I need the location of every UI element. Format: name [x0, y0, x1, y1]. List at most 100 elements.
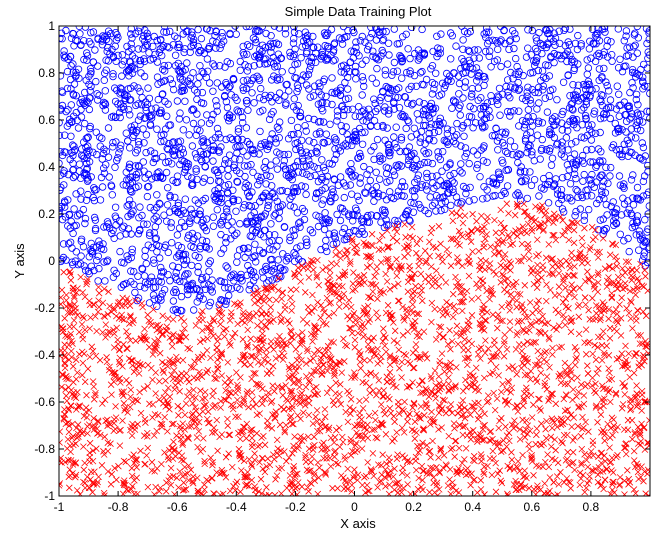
- scatter-point-circle: [532, 34, 540, 42]
- scatter-point-circle: [454, 199, 462, 207]
- scatter-point-circle: [226, 59, 235, 68]
- scatter-point-circle: [243, 217, 251, 226]
- scatter-point-circle: [587, 145, 596, 154]
- scatter-point-circle: [359, 76, 367, 85]
- scatter-point-circle: [87, 67, 95, 76]
- scatter-point-circle: [195, 287, 204, 295]
- scatter-point-circle: [448, 126, 456, 134]
- scatter-point-circle: [234, 128, 243, 136]
- scatter-point-circle: [114, 153, 122, 162]
- scatter-point-circle: [526, 69, 535, 77]
- scatter-point-circle: [150, 215, 158, 223]
- scatter-point-circle: [135, 213, 143, 222]
- scatter-point-circle: [397, 53, 405, 61]
- scatter-point-circle: [140, 72, 149, 81]
- scatter-point-circle: [397, 133, 406, 142]
- scatter-point-circle: [59, 256, 66, 264]
- scatter-point-circle: [193, 110, 201, 118]
- scatter-point-circle: [583, 146, 591, 154]
- scatter-point-circle: [598, 171, 606, 179]
- scatter-point-circle: [209, 222, 218, 230]
- scatter-point-circle: [358, 73, 367, 81]
- scatter-point-circle: [69, 60, 77, 68]
- scatter-point-circle: [116, 90, 124, 98]
- scatter-point-circle: [139, 158, 147, 166]
- scatter-point-circle: [141, 252, 149, 261]
- scatter-point-circle: [301, 183, 310, 191]
- scatter-point-circle: [643, 228, 650, 236]
- scatter-point-circle: [465, 56, 473, 65]
- scatter-point-circle: [63, 67, 72, 76]
- scatter-point-circle: [262, 180, 270, 188]
- scatter-point-circle: [63, 84, 72, 93]
- scatter-point-circle: [87, 247, 96, 256]
- scatter-point-circle: [597, 187, 606, 195]
- scatter-point-circle: [516, 196, 525, 204]
- scatter-point-circle: [308, 228, 317, 237]
- scatter-point-circle: [573, 87, 581, 95]
- scatter-point-circle: [74, 65, 83, 73]
- scatter-point-circle: [244, 63, 253, 71]
- scatter-point-circle: [217, 296, 225, 304]
- scatter-point-circle: [574, 193, 582, 201]
- scatter-point-circle: [517, 163, 525, 171]
- scatter-point-circle: [242, 124, 251, 132]
- scatter-point-circle: [155, 199, 163, 207]
- scatter-point-circle: [391, 140, 399, 148]
- scatter-point-circle: [632, 95, 640, 104]
- scatter-point-circle: [291, 60, 299, 69]
- scatter-point-circle: [210, 192, 218, 201]
- scatter-point-circle: [376, 157, 384, 165]
- scatter-point-circle: [109, 138, 117, 147]
- scatter-point-circle: [428, 201, 437, 210]
- scatter-point-circle: [293, 209, 302, 217]
- scatter-point-circle: [145, 231, 154, 240]
- scatter-point-circle: [587, 136, 596, 144]
- scatter-point-circle: [482, 33, 490, 41]
- scatter-point-circle: [523, 88, 531, 96]
- scatter-point-circle: [303, 238, 311, 246]
- scatter-point-circle: [408, 101, 416, 109]
- scatter-point-circle: [179, 250, 188, 259]
- scatter-point-circle: [120, 222, 128, 230]
- scatter-point-circle: [521, 167, 529, 176]
- scatter-point-circle: [628, 79, 636, 87]
- scatter-point-circle: [526, 128, 535, 136]
- scatter-point-circle: [558, 110, 566, 119]
- scatter-point-circle: [246, 266, 255, 274]
- scatter-point-circle: [547, 161, 556, 169]
- scatter-point-circle: [588, 170, 596, 179]
- scatter-point-circle: [177, 292, 186, 301]
- scatter-point-circle: [157, 268, 166, 276]
- scatter-point-circle: [422, 75, 431, 84]
- scatter-point-circle: [256, 127, 264, 136]
- scatter-point-circle: [293, 187, 301, 196]
- scatter-point-circle: [388, 86, 396, 95]
- scatter-point-circle: [524, 144, 532, 152]
- scatter-point-circle: [502, 147, 510, 156]
- scatter-point-circle: [224, 180, 233, 189]
- scatter-point-circle: [455, 104, 463, 112]
- scatter-point-circle: [330, 134, 339, 142]
- scatter-point-circle: [430, 128, 439, 137]
- scatter-point-circle: [197, 275, 206, 284]
- scatter-point-circle: [66, 224, 74, 232]
- scatter-point-circle: [504, 165, 512, 174]
- scatter-point-circle: [134, 137, 143, 146]
- scatter-point-circle: [273, 197, 281, 206]
- scatter-point-circle: [139, 125, 147, 133]
- scatter-point-circle: [644, 210, 650, 218]
- scatter-point-circle: [489, 179, 497, 188]
- scatter-point-circle: [159, 65, 167, 74]
- scatter-point-circle: [439, 147, 447, 156]
- scatter-point-circle: [189, 35, 198, 44]
- scatter-point-circle: [265, 197, 273, 205]
- scatter-point-circle: [171, 193, 179, 202]
- scatter-point-circle: [185, 231, 193, 239]
- scatter-point-circle: [640, 252, 648, 260]
- scatter-point-circle: [115, 217, 124, 225]
- scatter-point-circle: [486, 47, 494, 55]
- scatter-point-circle: [395, 103, 404, 112]
- scatter-point-circle: [314, 164, 322, 173]
- scatter-point-circle: [172, 305, 180, 314]
